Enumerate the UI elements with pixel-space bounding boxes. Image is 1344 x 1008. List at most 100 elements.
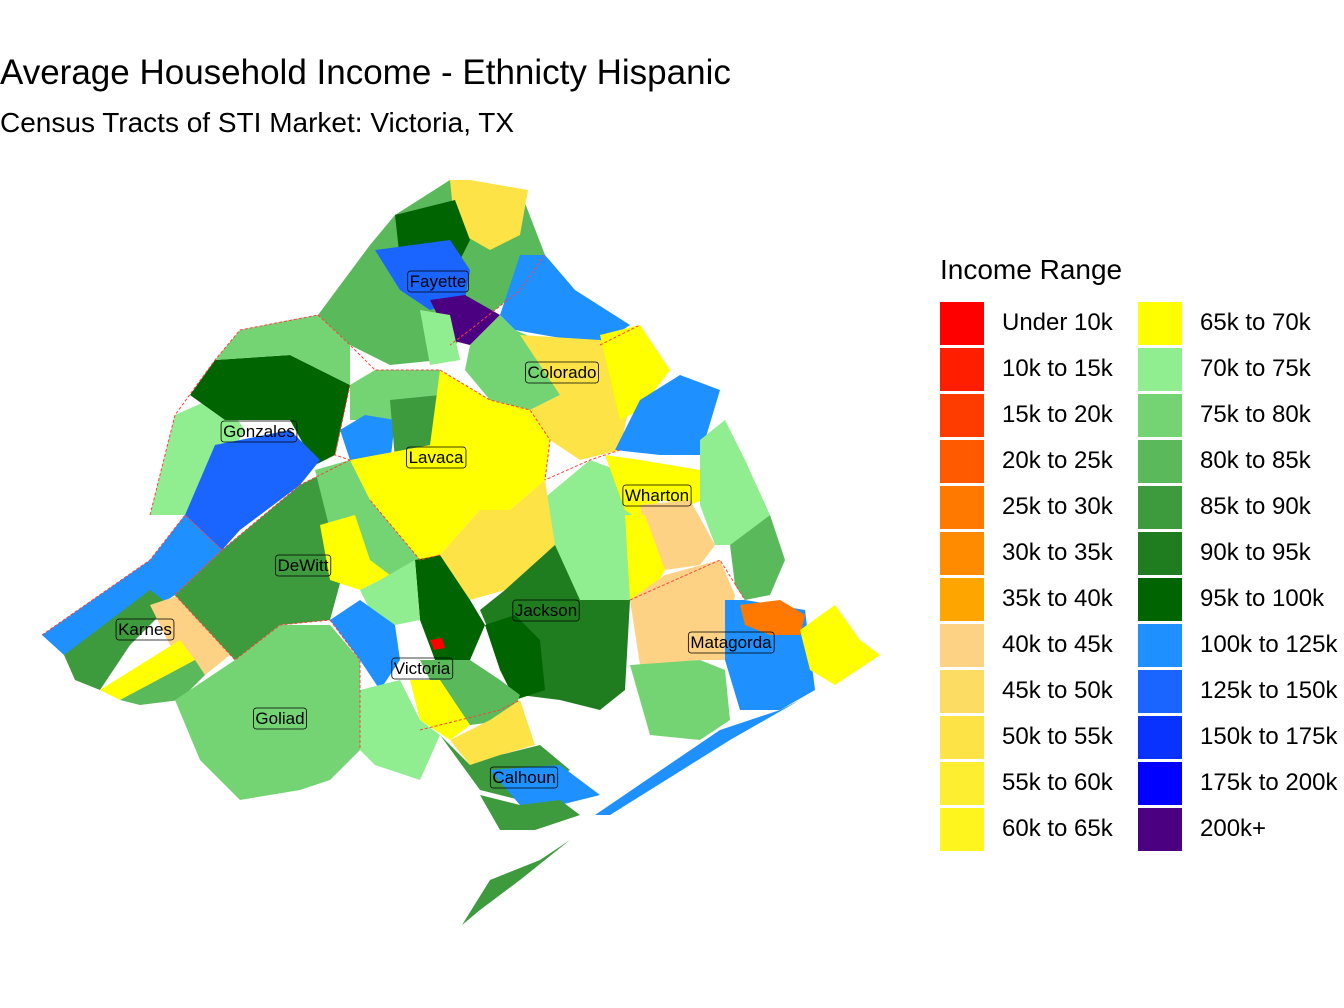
tract: [462, 840, 570, 925]
tract: [120, 660, 205, 705]
legend-label: 75k to 80k: [1200, 401, 1311, 428]
county-label-text: Matagorda: [690, 633, 772, 652]
legend-item: 90k to 95k: [1138, 530, 1336, 576]
legend-label: 100k to 125k: [1200, 631, 1338, 658]
county-label: Lavaca: [406, 446, 467, 469]
county-label: Fayette: [407, 270, 469, 293]
county-label: Calhoun: [489, 766, 559, 789]
legend-label: 20k to 25k: [1002, 447, 1113, 474]
county-label-text: Lavaca: [409, 448, 464, 467]
legend-column: Under 10k 10k to 15k 15k to 20k 20k to 25k 2…: [940, 300, 1138, 852]
county-label-box: [622, 484, 692, 507]
legend-item: 60k to 65k: [940, 806, 1138, 852]
tract: [330, 600, 400, 690]
tract: [375, 240, 470, 310]
county-label-text: Goliad: [255, 709, 304, 728]
tract: [480, 795, 580, 830]
county-label-box: [407, 270, 469, 293]
tract: [450, 700, 535, 765]
legend-label: 10k to 15k: [1002, 355, 1113, 382]
county-label-box: [391, 657, 454, 680]
legend-item: 20k to 25k: [940, 438, 1138, 484]
county-label-text: Colorado: [528, 363, 597, 382]
legend-label: 90k to 95k: [1200, 539, 1311, 566]
tract: [350, 370, 440, 420]
legend-item: 65k to 70k: [1138, 300, 1336, 346]
legend-label: 70k to 75k: [1200, 355, 1311, 382]
legend-label: Under 10k: [1002, 309, 1113, 336]
legend-swatch: [1138, 531, 1182, 575]
legend-item: 85k to 90k: [1138, 484, 1336, 530]
legend-item: Under 10k: [940, 300, 1138, 346]
tract: [190, 355, 350, 465]
legend-item: 200k+: [1138, 806, 1336, 852]
county-label-box: [220, 420, 298, 443]
map-subtitle: Census Tracts of STI Market: Victoria, T…: [0, 107, 515, 138]
county-label-box: [687, 631, 775, 654]
legend-item: 40k to 45k: [940, 622, 1138, 668]
legend-swatch: [1138, 669, 1182, 713]
county-labels: Fayette Colorado Gonzales Lavaca Wharton DeWi…: [115, 270, 775, 789]
tract: [730, 515, 785, 600]
legend-swatch: [940, 393, 984, 437]
tract-polygons: [42, 180, 880, 925]
legend-swatch: [1138, 577, 1182, 621]
legend-item: 150k to 175k: [1138, 714, 1338, 760]
legend-label: 80k to 85k: [1200, 447, 1311, 474]
tract: [64, 590, 170, 690]
county-label: Victoria: [391, 657, 454, 680]
county-label-text: Gonzales: [223, 422, 295, 441]
legend-swatch: [940, 669, 984, 713]
county-label: Matagorda: [687, 631, 775, 654]
county-boundaries: [41, 254, 746, 750]
county-label-text: Jackson: [515, 601, 577, 620]
county-label-text: Wharton: [625, 486, 689, 505]
legend-swatch: [1138, 301, 1182, 345]
legend-swatch: [1138, 807, 1182, 851]
tract: [500, 255, 630, 345]
legend-label: 30k to 35k: [1002, 539, 1113, 566]
legend: Income Range Under 10k 10k to 15k 15k to 2…: [940, 252, 1338, 852]
county-label-text: Fayette: [410, 272, 467, 291]
county-label: Wharton: [622, 484, 692, 507]
tract: [185, 430, 320, 550]
tract: [450, 180, 528, 250]
legend-label: 35k to 40k: [1002, 585, 1113, 612]
county-label-box: [525, 361, 599, 384]
legend-item: 70k to 75k: [1138, 346, 1336, 392]
legend-item: 45k to 50k: [940, 668, 1138, 714]
legend-swatch: [1138, 715, 1182, 759]
county-label: DeWitt: [275, 554, 332, 577]
legend-swatch: [940, 623, 984, 667]
tract: [700, 420, 770, 545]
county-label-text: Calhoun: [492, 768, 555, 787]
legend-item: 15k to 20k: [940, 392, 1138, 438]
tract: [440, 480, 555, 600]
county-label: Jackson: [512, 599, 580, 622]
legend-swatch: [940, 807, 984, 851]
legend-swatch: [940, 577, 984, 621]
legend-item: 95k to 100k: [1138, 576, 1336, 622]
county-label: Karnes: [115, 618, 175, 641]
tract: [320, 515, 390, 590]
legend-label: 65k to 70k: [1200, 309, 1311, 336]
legend-swatch: [1138, 347, 1182, 391]
legend-item: 10k to 15k: [940, 346, 1138, 392]
legend-label: 25k to 30k: [1002, 493, 1113, 520]
tract: [390, 395, 440, 460]
legend-item: 75k to 80k: [1138, 392, 1336, 438]
legend-label: 175k to 200k: [1200, 769, 1338, 796]
legend-item: 100k to 125k: [1138, 622, 1338, 668]
legend-label: 15k to 20k: [1002, 401, 1113, 428]
legend-item: 35k to 40k: [940, 576, 1138, 622]
legend-label: 150k to 175k: [1200, 723, 1338, 750]
tract: [490, 765, 600, 805]
tract: [630, 560, 735, 665]
tract: [340, 415, 395, 465]
tract: [625, 515, 665, 600]
legend-swatch: [1138, 623, 1182, 667]
tract: [175, 625, 360, 800]
legend-swatch: [940, 715, 984, 759]
legend-swatch: [940, 439, 984, 483]
tract: [420, 660, 520, 725]
